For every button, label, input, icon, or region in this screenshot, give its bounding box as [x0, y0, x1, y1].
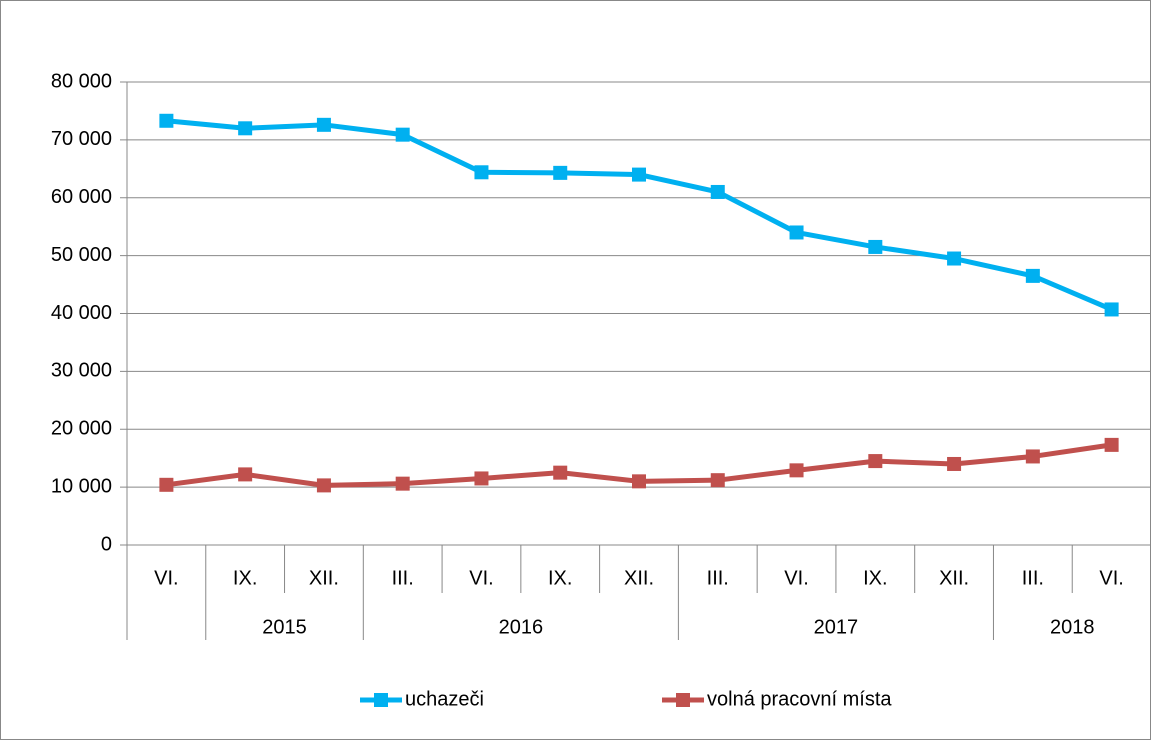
point: [238, 121, 253, 136]
point: [159, 113, 174, 128]
x-tick-label: IX.: [863, 567, 887, 589]
x-tick-label: III.: [1022, 567, 1044, 589]
point: [474, 165, 489, 180]
point: [710, 184, 725, 199]
x-tick-label: XII.: [309, 567, 339, 589]
x-tick-label: III.: [707, 567, 729, 589]
x-tick-label: VI.: [469, 567, 493, 589]
legend-label: uchazeči: [405, 688, 484, 710]
x-tick-label: IX.: [233, 567, 257, 589]
y-tick-label: 0: [101, 533, 112, 555]
x-tick-label: VI.: [1099, 567, 1123, 589]
point: [868, 454, 883, 469]
point: [789, 225, 804, 240]
point: [1104, 302, 1119, 317]
x-group-label: 2018: [1050, 616, 1095, 638]
legend-marker: [374, 693, 388, 707]
x-tick-label: XII.: [939, 567, 969, 589]
y-tick-label: 40 000: [51, 302, 112, 324]
y-tick-label: 50 000: [51, 244, 112, 266]
x-tick-label: XII.: [624, 567, 654, 589]
y-tick-label: 70 000: [51, 128, 112, 150]
point: [947, 456, 962, 471]
point: [395, 127, 410, 142]
y-tick-label: 10 000: [51, 475, 112, 497]
point: [632, 474, 646, 489]
x-tick-label: VI.: [154, 567, 178, 589]
x-tick-label: VI.: [784, 567, 808, 589]
point: [395, 476, 410, 491]
x-tick-label: IX.: [548, 567, 572, 589]
point: [553, 165, 568, 180]
point: [1104, 437, 1119, 452]
y-tick-label: 20 000: [51, 418, 112, 440]
point: [710, 473, 725, 488]
x-tick-label: III.: [392, 567, 414, 589]
legend-label: volná pracovní místa: [707, 688, 892, 710]
point: [868, 239, 883, 254]
y-tick-label: 30 000: [51, 360, 112, 382]
point: [1025, 449, 1040, 464]
x-group-label: 2017: [814, 616, 859, 638]
point: [316, 478, 331, 493]
point: [316, 117, 331, 132]
point: [159, 477, 174, 492]
y-tick-label: 60 000: [51, 186, 112, 208]
legend-marker: [676, 693, 690, 707]
point: [632, 167, 646, 182]
point: [789, 463, 804, 478]
x-group-label: 2016: [499, 616, 544, 638]
x-group-label: 2015: [262, 616, 307, 638]
y-tick-label: 80 000: [51, 70, 112, 92]
point: [947, 251, 962, 266]
point: [1025, 268, 1040, 283]
point: [474, 471, 489, 486]
point: [553, 465, 568, 480]
point: [238, 467, 253, 482]
